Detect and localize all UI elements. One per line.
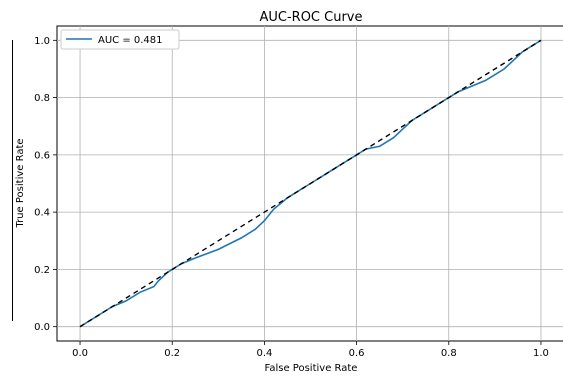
series-layer [79,39,542,328]
y-tick-label: 1.0 [34,36,50,47]
chart-title: AUC-ROC Curve [259,10,362,25]
random-baseline-line [79,39,542,328]
x-tick-label: 0.6 [349,348,365,359]
x-tick-label: 0.8 [441,348,457,359]
left-edge-rule [12,40,13,321]
x-tick-label: 0.0 [72,348,88,359]
x-axis-label: False Positive Rate [265,363,358,374]
x-tick-label: 0.4 [256,348,272,359]
ticks-layer: 0.0 0.2 0.4 0.6 0.8 1.0 0.0 0.2 0.4 0.6 0.8 1.0 [34,36,549,359]
x-tick-label: 0.2 [164,348,180,359]
y-tick-label: 0.4 [34,208,50,219]
legend-label: AUC = 0.481 [98,35,163,46]
y-axis-label: True Positive Rate [15,138,26,228]
y-tick-label: 0.8 [34,93,50,104]
plot-frame [56,25,563,342]
y-tick-label: 0.0 [34,322,50,333]
y-tick-label: 0.6 [34,150,50,161]
y-tick-label: 0.2 [34,265,50,276]
x-tick-label: 1.0 [533,348,549,359]
legend-box [60,29,180,50]
legend: AUC = 0.481 [60,29,180,50]
